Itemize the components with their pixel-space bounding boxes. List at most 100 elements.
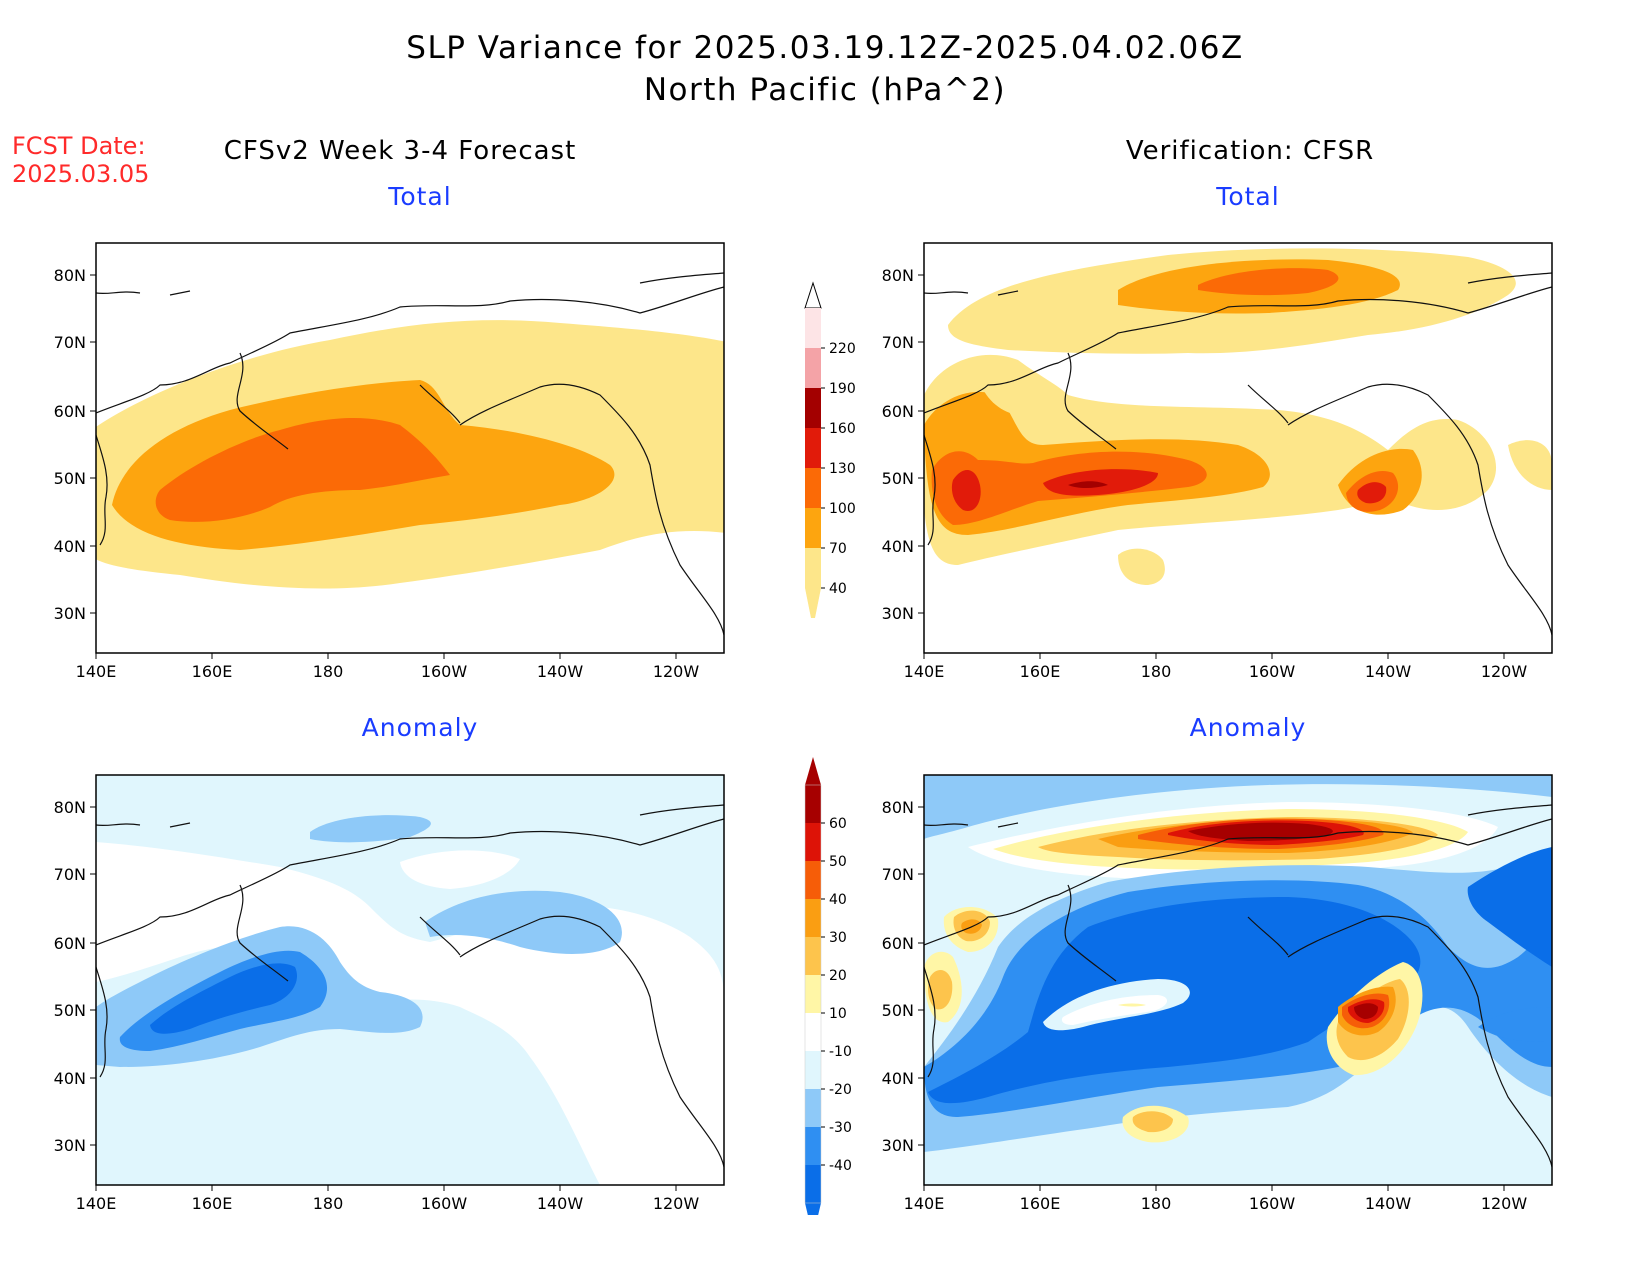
colorbar-label: -20 — [829, 1082, 852, 1098]
lat-tick-label: 60N — [882, 934, 914, 953]
lat-tick-label: 80N — [882, 266, 914, 285]
colorbar-anomaly: -40 -30 -20 -10 10 20 30 40 50 60 — [804, 757, 852, 1215]
lat-tick-label: 50N — [882, 1001, 914, 1020]
colorbar-top-tail — [805, 757, 821, 785]
contour-100 — [155, 418, 450, 522]
right-column-title: Verification: CFSR — [1125, 136, 1375, 166]
contour-130-main — [951, 469, 1158, 511]
lon-tick-label: 180 — [313, 662, 344, 681]
colorbar-band — [805, 937, 821, 975]
contour-neg40-main — [150, 963, 298, 1034]
lon-tick-label: 160W — [1249, 1194, 1296, 1213]
colorbar-band — [805, 548, 821, 588]
lon-tick-label: 160W — [1249, 662, 1296, 681]
lon-tick-label: 160E — [1020, 1194, 1061, 1213]
lat-tick-label: 30N — [882, 604, 914, 623]
lat-tick-label: 50N — [54, 1001, 86, 1020]
colorbar-band — [805, 975, 821, 1013]
contour-40-east — [1508, 440, 1552, 490]
lat-tick-label: 70N — [54, 333, 86, 352]
panel-title-verif-anomaly: Anomaly — [1189, 713, 1307, 742]
colorbar-label: 70 — [829, 541, 847, 557]
colorbar-label: 40 — [829, 892, 847, 908]
lat-tick-label: 80N — [882, 798, 914, 817]
lat-tick-label: 40N — [882, 537, 914, 556]
lon-tick-label: 140E — [904, 662, 945, 681]
lon-tick-label: 140W — [537, 662, 584, 681]
contour-pos-gulf60 — [1354, 1003, 1378, 1019]
colorbar-total: 40 70 100 130 160 190 220 — [804, 281, 856, 618]
fcst-date-value: 2025.03.05 — [12, 160, 150, 188]
lat-tick-label: 50N — [54, 469, 86, 488]
lon-tick-label: 140E — [904, 1194, 945, 1213]
colorbar-label: 10 — [829, 1006, 847, 1022]
lon-tick-label: 160W — [421, 1194, 468, 1213]
colorbar-band — [805, 785, 821, 823]
contour-white-tongue — [1061, 995, 1168, 1025]
lat-tick-label: 60N — [54, 934, 86, 953]
fcst-date-label: FCST Date: — [12, 132, 146, 160]
lat-tick-label: 80N — [54, 798, 86, 817]
contour-neg20-gulf — [425, 890, 622, 954]
map-panel-fcst-total: 80N 70N 60N 50N 40N 30N 140E 160E 180 160W 140W 120… — [54, 242, 725, 681]
coastlines — [95, 804, 725, 1168]
colorbar-band — [805, 468, 821, 508]
colorbar-label: 190 — [829, 381, 856, 397]
lat-tick-label: 50N — [882, 469, 914, 488]
lat-tick-label: 60N — [882, 402, 914, 421]
lon-tick-label: 160E — [192, 1194, 233, 1213]
contour-40-small — [1118, 548, 1165, 585]
panel-title-verif-total: Total — [1216, 182, 1280, 211]
colorbar-label: 60 — [829, 816, 847, 832]
colorbar-band — [805, 348, 821, 388]
main-subtitle: North Pacific (hPa^2) — [643, 72, 1007, 108]
lat-tick-label: 30N — [54, 1136, 86, 1155]
lon-tick-label: 120W — [1481, 1194, 1528, 1213]
colorbar-label: 40 — [829, 581, 847, 597]
lon-tick-label: 140W — [1365, 662, 1412, 681]
left-column-title: CFSv2 Week 3-4 Forecast — [223, 136, 577, 166]
contour-60-arctic — [1188, 822, 1333, 841]
lon-tick-label: 160W — [421, 662, 468, 681]
lon-tick-label: 160E — [1020, 662, 1061, 681]
colorbar-band — [805, 1165, 821, 1203]
colorbar-label: 160 — [829, 421, 856, 437]
contour-neg30-east — [1478, 1007, 1552, 1042]
panel-title-fcst-total: Total — [388, 182, 452, 211]
colorbar-band — [805, 428, 821, 468]
lon-tick-label: 180 — [1141, 1194, 1172, 1213]
lat-tick-label: 30N — [54, 604, 86, 623]
colorbar-band — [805, 1051, 821, 1089]
contour-neg20-north — [310, 815, 431, 843]
colorbar-band — [805, 1013, 821, 1051]
colorbar-bottom-tail — [805, 588, 821, 618]
contour-neg20-north — [924, 775, 1552, 839]
lat-tick-label: 40N — [882, 1069, 914, 1088]
lat-tick-label: 80N — [54, 266, 86, 285]
lat-tick-label: 30N — [882, 1136, 914, 1155]
coastlines — [923, 272, 1553, 636]
contour-10-yellowline — [1118, 1003, 1146, 1007]
main-title: SLP Variance for 2025.03.19.12Z-2025.04.… — [406, 30, 1244, 66]
colorbar-band — [805, 861, 821, 899]
lon-tick-label: 140W — [1365, 1194, 1412, 1213]
lon-tick-label: 160E — [192, 662, 233, 681]
lon-tick-label: 180 — [1141, 662, 1172, 681]
lon-tick-label: 140E — [76, 1194, 117, 1213]
colorbar-label: -10 — [829, 1044, 852, 1060]
contour-130-east — [1357, 482, 1387, 504]
contour-40-kam — [978, 364, 1018, 415]
colorbar-label: 130 — [829, 461, 856, 477]
panel-title-fcst-anomaly: Anomaly — [361, 713, 479, 742]
colorbar-label: 20 — [829, 968, 847, 984]
colorbar-band — [805, 1089, 821, 1127]
coastlines — [95, 272, 725, 636]
contour-pos-south20 — [1132, 1111, 1173, 1133]
colorbar-label: 220 — [829, 341, 856, 357]
colorbar-band — [805, 1127, 821, 1165]
contour-white-gulf — [400, 850, 520, 889]
lat-tick-label: 60N — [54, 402, 86, 421]
colorbar-label: 30 — [829, 930, 847, 946]
colorbar-label: -40 — [829, 1158, 852, 1174]
lat-tick-label: 70N — [882, 333, 914, 352]
